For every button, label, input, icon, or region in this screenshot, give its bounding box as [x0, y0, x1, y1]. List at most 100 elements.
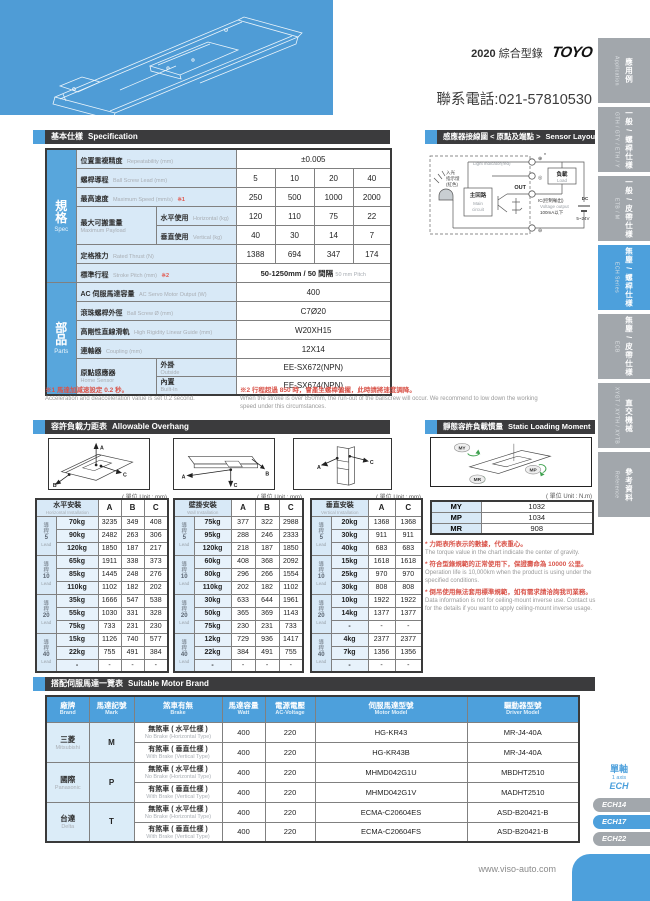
- motor-model-cell: ECMA-C20604ES: [314, 801, 468, 823]
- note-zh: * 倒吊使用無法套用標準規範，如有需求請洽詢我司業務。: [425, 589, 592, 596]
- payload-cell: 70kg: [55, 515, 99, 530]
- spec-value: 7: [352, 225, 392, 245]
- spec-value: 10: [274, 168, 315, 188]
- overhang-cell: 408: [230, 554, 256, 569]
- group-label-en: Parts: [54, 348, 69, 355]
- static-section-title: 靜態容許負載慣量 Static Loading Moment: [437, 420, 595, 434]
- overhang-cell: 683: [367, 541, 396, 556]
- motor-col-brake: 煞車有無 Brake: [133, 695, 223, 723]
- overhang-cell: -: [97, 658, 122, 673]
- overhang-cell: 2482: [97, 528, 122, 543]
- moment-value: 908: [480, 522, 594, 535]
- wall-mount-diagram: A B C: [173, 438, 275, 490]
- footnote-en: Acceleration and deacceleration value is…: [45, 396, 195, 402]
- payload-cell: -: [330, 658, 369, 673]
- series-group-zh: 單軸: [609, 764, 628, 774]
- tab-label-en: Reference: [613, 470, 620, 499]
- col-header: B: [254, 498, 280, 517]
- series-tab-ech22[interactable]: ECH22: [593, 832, 650, 846]
- svg-text:C: C: [123, 473, 127, 479]
- sidebar-tab-reference[interactable]: Reference 參考資料: [598, 452, 650, 517]
- spec-footnote-2: ※2 行程超過 850 時，會產生螺桿偏擺，此時請將速度調降。 When the…: [240, 386, 540, 411]
- tab-label-zh: 無塵 / 螺桿仕樣: [624, 247, 634, 308]
- lead-cell: 導程 5 Lead: [310, 515, 332, 556]
- catalog-year: 2020: [471, 48, 496, 60]
- overhang-cell: 755: [97, 645, 122, 660]
- lead-cell: 導程 10 Lead: [310, 554, 332, 595]
- group-label-en: Spec: [54, 226, 69, 233]
- overhang-cell: 970: [367, 567, 396, 582]
- overhang-cell: 644: [254, 593, 280, 608]
- overhang-cell: 911: [394, 528, 423, 543]
- motor-col-driver-model: 驅動器型號 Driver Model: [466, 695, 580, 723]
- spec-value: 12X14: [235, 339, 392, 359]
- spec-value: 694: [274, 244, 315, 264]
- spec-title-zh: 基本仕樣: [51, 132, 83, 141]
- overhang-cell: 1554: [278, 567, 304, 582]
- spec-value: 40: [352, 168, 392, 188]
- overhang-cell: 187: [254, 541, 280, 556]
- series-tab-ech14[interactable]: ECH14: [593, 798, 650, 812]
- payload-cell: 85kg: [55, 567, 99, 582]
- website-link[interactable]: www.viso-auto.com: [478, 864, 556, 874]
- overhang-cell: 384: [230, 645, 256, 660]
- overhang-cell: 365: [230, 606, 256, 621]
- overhang-cell: 2377: [367, 632, 396, 647]
- sidebar-tab-xygt-xyth-xytb[interactable]: XYGT / XYTH / XYTB 直交機械: [598, 383, 650, 448]
- spec-value: 40: [235, 225, 276, 245]
- overhang-cell: 1922: [367, 593, 396, 608]
- sidebar-tab-etb-m[interactable]: ETB / M 一般 / 皮帶仕樣: [598, 176, 650, 241]
- table-title-vertical: 垂直安裝 Vertical Installation: [310, 498, 369, 517]
- motor-col-mark: 馬達記號 Mark: [88, 695, 135, 723]
- sidebar-tab-application[interactable]: Application 應用例: [598, 38, 650, 103]
- sidebar-tab-ecb[interactable]: ECB 無塵 / 皮帶仕樣: [598, 314, 650, 379]
- voltage-cell: 220: [264, 741, 316, 763]
- tab-label-en: Application: [613, 55, 620, 86]
- series-tab-ech17[interactable]: ECH17: [593, 815, 650, 829]
- spec-value: 14: [313, 225, 354, 245]
- payload-cell: 50kg: [193, 606, 232, 621]
- horizontal-overhang-table: 水平安裝 Horizontal Installation A B C 導程 5 Lea…: [35, 498, 169, 673]
- overhang-cell: 1850: [97, 541, 122, 556]
- overhang-cell: 373: [143, 554, 169, 569]
- note-zh: * 符合型錄規範的正常使用下，保證壽命為 10000 公里。: [425, 561, 588, 568]
- overhang-cell: 1911: [97, 554, 122, 569]
- payload-cell: 22kg: [55, 645, 99, 660]
- motor-col-brand: 廠牌 Brand: [45, 695, 90, 723]
- spec-value: 5: [235, 168, 276, 188]
- moment-label: MP: [430, 511, 482, 524]
- overhang-cell: 384: [143, 645, 169, 660]
- svg-text:Main: Main: [473, 201, 483, 206]
- overhang-cell: 288: [230, 528, 256, 543]
- payload-cell: 90kg: [55, 528, 99, 543]
- overhang-cell: 911: [367, 528, 396, 543]
- sidebar-tab-gth-gty-eth-y[interactable]: GTH / GTY / ETH / Y 一般 / 螺桿仕樣: [598, 107, 650, 172]
- overhang-cell: 369: [254, 606, 280, 621]
- col-header: A: [97, 498, 122, 517]
- lead-cell: 導程 40 Lead: [35, 632, 57, 673]
- moment-value: 1034: [480, 511, 594, 524]
- overhang-cell: 202: [143, 580, 169, 595]
- overhang-cell: 266: [254, 567, 280, 582]
- svg-text:DC: DC: [582, 196, 589, 201]
- payload-cell: 120kg: [55, 541, 99, 556]
- svg-text:B: B: [265, 472, 269, 478]
- overhang-cell: 202: [230, 580, 256, 595]
- overhang-cell: 1030: [97, 606, 122, 621]
- overhang-cell: 296: [230, 567, 256, 582]
- brand-cell: 台達 Delta: [45, 801, 90, 843]
- brake-cell: 無煞車 ( 水平仕樣 ) No Brake (Horizontal Type): [133, 721, 223, 743]
- brake-cell: 無煞車 ( 水平仕樣 ) No Brake (Horizontal Type): [133, 801, 223, 823]
- payload-cell: 65kg: [55, 554, 99, 569]
- moment-label: MY: [430, 500, 482, 513]
- svg-text:負載: 負載: [556, 170, 568, 178]
- spec-label-thrust: 定格推力 Rated Thrust (N): [75, 244, 237, 264]
- lead-cell: 導程 20 Lead: [35, 593, 57, 634]
- watt-cell: 400: [221, 721, 266, 743]
- overhang-cell: -: [143, 658, 169, 673]
- sidebar-tab-ech-series-active[interactable]: ECH Series 無塵 / 螺桿仕樣: [598, 245, 650, 310]
- payload-cell: 12kg: [193, 632, 232, 647]
- overhang-cell: 331: [120, 606, 145, 621]
- tab-label-en: ETB / M: [613, 197, 620, 220]
- overhang-cell: 248: [120, 567, 145, 582]
